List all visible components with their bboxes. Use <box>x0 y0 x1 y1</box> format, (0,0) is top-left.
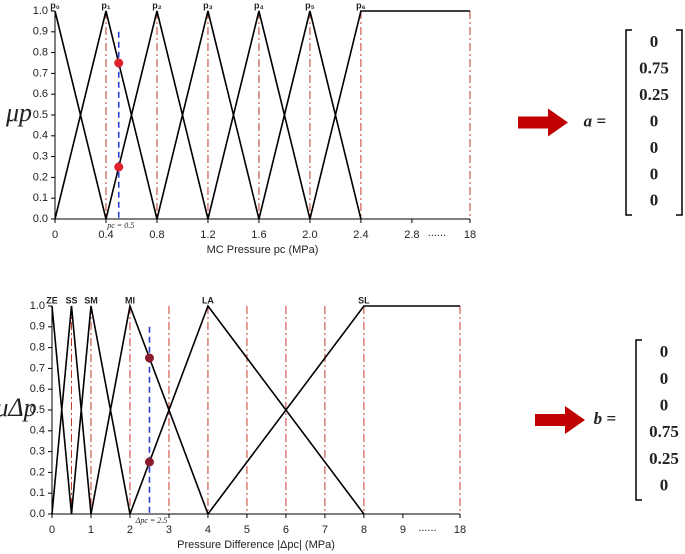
membership-line <box>105 10 209 220</box>
arrow <box>518 108 568 137</box>
x-tick-label: 0 <box>49 524 55 536</box>
vector-value: 0 <box>650 138 659 157</box>
y-tick-label: 0.3 <box>30 446 45 458</box>
membership-line <box>51 305 92 515</box>
series-label: p₃ <box>203 0 213 10</box>
vector-value: 0.25 <box>649 449 679 468</box>
marker-point <box>114 58 124 68</box>
y-tick-label: 0.0 <box>30 508 45 520</box>
y-tick-label: 0.6 <box>30 383 45 395</box>
x-tick-label: 2 <box>127 524 133 536</box>
x-tick-label: 18 <box>464 229 476 241</box>
x-tick-label: 3 <box>166 524 172 536</box>
series-label: SL <box>358 295 370 305</box>
vector-name: a = <box>584 111 606 130</box>
axis-break-label: ...... <box>418 522 436 534</box>
x-tick-label: 18 <box>454 524 466 536</box>
x-tick-label: 2.4 <box>353 229 368 241</box>
y-tick-label: 0.3 <box>33 151 48 163</box>
series-label: ZE <box>46 295 58 305</box>
x-tick-label: 8 <box>361 524 367 536</box>
y-tick-label: 0.5 <box>33 109 48 121</box>
marker-point <box>144 353 154 363</box>
x-tick-label: 0.4 <box>98 229 113 241</box>
y-tick-label: 0.9 <box>33 26 48 38</box>
membership-line <box>129 304 365 515</box>
x-tick-label: 2.8 <box>404 229 419 241</box>
series-label: LA <box>202 295 214 305</box>
vector-value: 0.75 <box>639 59 669 78</box>
axis-break-label: ...... <box>428 227 446 239</box>
membership-line <box>207 305 460 515</box>
vector-value: 0 <box>650 164 659 183</box>
membership-line <box>309 10 470 220</box>
bracket <box>676 29 683 216</box>
y-tick-label: 0.8 <box>33 47 48 59</box>
vector-value: 0.75 <box>649 422 679 441</box>
series-label: p₂ <box>152 0 162 10</box>
series-label: p₄ <box>254 0 264 10</box>
membership-line <box>70 305 131 515</box>
y-tick-label: 0.4 <box>30 425 45 437</box>
vector-value: 0 <box>660 369 669 388</box>
x-tick-label: 4 <box>205 524 211 536</box>
y-tick-label: 0.4 <box>33 130 48 142</box>
vector-value: 0 <box>660 476 669 495</box>
y-tick-label: 0.1 <box>30 487 45 499</box>
membership-line <box>90 303 209 515</box>
marker-point <box>114 162 124 172</box>
bracket <box>635 339 642 501</box>
x-tick-label: 5 <box>244 524 250 536</box>
series-label: MI <box>125 295 135 305</box>
y-tick-label: 0.1 <box>33 192 48 204</box>
series-label: SS <box>65 295 77 305</box>
series-label: p₁ <box>101 0 110 10</box>
y-tick-label: 0.2 <box>33 171 48 183</box>
x-tick-label: 7 <box>322 524 328 536</box>
x-tick-label: 1 <box>88 524 94 536</box>
x-axis-label: Pressure Difference |Δpc| (MPa) <box>177 539 335 551</box>
vector-value: 0 <box>660 396 669 415</box>
membership-line <box>207 10 311 220</box>
cursor-label: Δpc = 2.5 <box>135 516 168 525</box>
y-tick-label: 1.0 <box>30 300 45 312</box>
x-tick-label: 0.8 <box>149 229 164 241</box>
y-tick-label: 0.0 <box>33 213 48 225</box>
y-axis-label: μΔp <box>0 393 37 422</box>
y-tick-label: 0.7 <box>33 67 48 79</box>
vector-value: 0.25 <box>639 85 669 104</box>
y-tick-label: 0.2 <box>30 466 45 478</box>
series-label: p₀ <box>50 0 60 10</box>
cursor-label: pc = 0.5 <box>106 221 134 230</box>
y-tick-label: 1.0 <box>33 5 48 17</box>
x-tick-label: 6 <box>283 524 289 536</box>
series-label: p₆ <box>356 0 366 10</box>
y-tick-label: 0.9 <box>30 321 45 333</box>
y-tick-label: 0.7 <box>30 362 45 374</box>
bracket <box>625 29 632 216</box>
membership-line <box>54 10 158 220</box>
vector-name: b = <box>594 409 616 428</box>
y-tick-label: 0.5 <box>30 404 45 416</box>
x-tick-label: 9 <box>400 524 406 536</box>
series-label: SM <box>84 295 98 305</box>
y-tick-label: 0.8 <box>30 342 45 354</box>
x-tick-label: 1.6 <box>251 229 266 241</box>
vector-value: 0 <box>650 191 659 210</box>
membership-line <box>156 10 260 220</box>
y-tick-label: 0.6 <box>33 88 48 100</box>
vector-value: 0 <box>650 32 659 51</box>
arrow <box>535 406 585 434</box>
y-axis-label: μp <box>5 98 32 127</box>
vector-value: 0 <box>650 111 659 130</box>
series-label: p₅ <box>305 0 315 10</box>
vector-value: 0 <box>660 342 669 361</box>
x-axis-label: MC Pressure pc (MPa) <box>207 244 319 256</box>
marker-point <box>144 457 154 467</box>
membership-line <box>258 10 362 220</box>
x-tick-label: 0 <box>52 229 58 241</box>
x-tick-label: 1.2 <box>200 229 215 241</box>
x-tick-label: 2.0 <box>302 229 317 241</box>
